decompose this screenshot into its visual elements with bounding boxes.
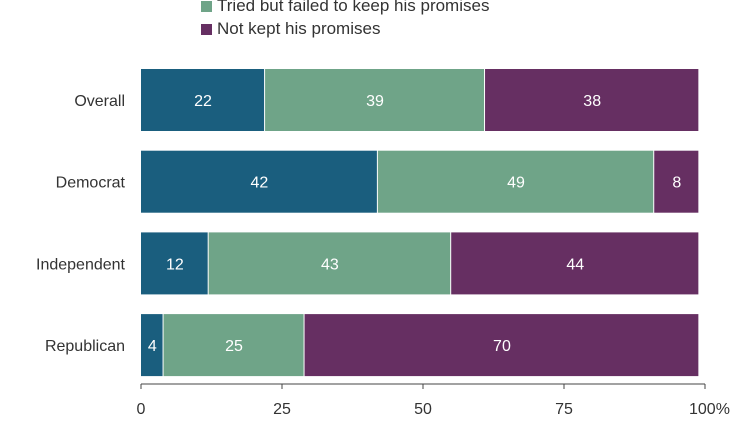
bar-segment bbox=[141, 314, 163, 377]
x-tick-label: 25 bbox=[273, 401, 291, 418]
data-label: 49 bbox=[507, 175, 525, 192]
data-label: 70 bbox=[493, 338, 511, 355]
bar-segment bbox=[654, 150, 699, 213]
bar-segment bbox=[141, 69, 265, 131]
legend-label: Tried but failed to keep his promises bbox=[217, 0, 490, 15]
data-label: 42 bbox=[251, 175, 269, 192]
bar-segment bbox=[163, 314, 304, 377]
legend-swatch bbox=[201, 23, 212, 35]
data-label: 22 bbox=[194, 93, 212, 110]
bar-segment bbox=[265, 69, 485, 131]
legend-item-tried-but-failed: Tried but failed to keep his promises bbox=[201, 0, 489, 16]
x-tick-label: 100% bbox=[689, 401, 730, 418]
data-label: 25 bbox=[225, 338, 243, 355]
category-label: Independent bbox=[36, 256, 126, 273]
bar-segment bbox=[451, 232, 699, 295]
bar-segment bbox=[141, 232, 208, 295]
legend-swatch bbox=[201, 0, 212, 12]
bar-segment bbox=[208, 232, 451, 295]
legend-label: Not kept his promises bbox=[217, 19, 381, 38]
x-tick-label: 0 bbox=[137, 401, 146, 418]
x-tick-label: 50 bbox=[414, 401, 432, 418]
category-label: Overall bbox=[74, 93, 125, 110]
bar-segment bbox=[141, 150, 377, 213]
data-label: 44 bbox=[566, 256, 584, 273]
category-label: Republican bbox=[45, 338, 125, 355]
data-label: 43 bbox=[321, 256, 339, 273]
bar-segment bbox=[377, 150, 654, 213]
data-label: 8 bbox=[672, 175, 681, 192]
x-tick-label: 75 bbox=[555, 401, 573, 418]
legend-item-not-kept: Not kept his promises bbox=[201, 19, 380, 39]
bar-segment bbox=[485, 69, 699, 131]
data-label: 38 bbox=[583, 93, 601, 110]
category-label: Democrat bbox=[56, 175, 126, 192]
data-label: 4 bbox=[148, 338, 157, 355]
bar-segment bbox=[304, 314, 699, 377]
data-label: 12 bbox=[166, 256, 184, 273]
data-label: 39 bbox=[366, 93, 384, 110]
